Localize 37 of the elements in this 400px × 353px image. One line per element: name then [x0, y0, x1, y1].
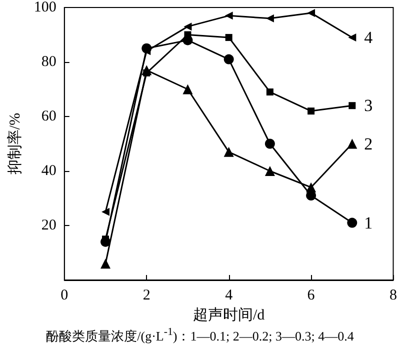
point: [143, 69, 150, 76]
point: [307, 8, 316, 17]
x-axis-title: 超声时间/d: [192, 306, 266, 324]
x-tick-label: 2: [142, 288, 150, 304]
x-tick-label: 0: [60, 288, 68, 304]
point: [347, 138, 358, 149]
point: [266, 88, 274, 96]
point: [224, 54, 234, 64]
point: [224, 146, 234, 157]
series-label: 3: [364, 96, 373, 116]
point: [306, 182, 316, 192]
y-tick-label: 20: [41, 218, 56, 234]
point: [264, 166, 275, 176]
point: [348, 102, 356, 110]
y-tick-label: 40: [41, 163, 56, 179]
y-axis-title: 抑制率/%: [6, 112, 24, 175]
point: [308, 108, 315, 115]
point: [102, 208, 110, 216]
y-tick-label: 60: [41, 108, 56, 124]
point: [184, 22, 192, 31]
x-tick-label: 8: [390, 288, 397, 304]
point: [100, 258, 111, 269]
point: [347, 218, 358, 228]
series-label: 4: [364, 28, 374, 47]
series-label: 2: [364, 134, 373, 154]
point: [348, 33, 356, 42]
series-label: 1: [364, 213, 373, 232]
point: [225, 34, 232, 41]
x-tick-label: 6: [307, 288, 316, 304]
point: [266, 14, 274, 22]
y-tick-label: 100: [34, 0, 56, 16]
point: [182, 84, 193, 94]
point: [264, 138, 275, 149]
point: [224, 12, 233, 20]
text: 酚酸类质量浓度/(g·L$^{-1}$)：1—0.1; 2—0.2; 3—0.3; 4—0.4: [45, 326, 355, 346]
x-tick-label: 4: [225, 288, 234, 304]
y-tick-label: 80: [41, 54, 56, 70]
